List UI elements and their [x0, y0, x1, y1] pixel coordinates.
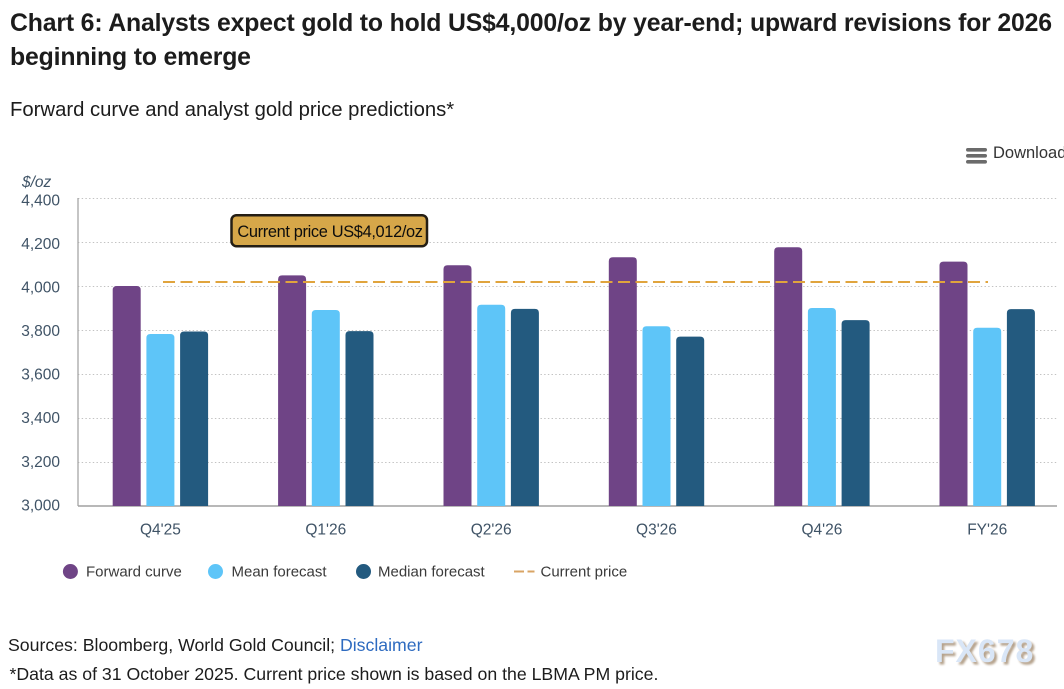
svg-text:3,800: 3,800 — [21, 323, 60, 340]
svg-text:$/oz: $/oz — [21, 174, 52, 191]
svg-text:Q2'26: Q2'26 — [471, 522, 512, 539]
svg-text:Q4'26: Q4'26 — [801, 522, 842, 539]
svg-text:Median forecast: Median forecast — [378, 564, 486, 581]
svg-text:Forward curve: Forward curve — [86, 564, 182, 581]
svg-text:3,600: 3,600 — [21, 367, 60, 384]
svg-text:FY'26: FY'26 — [967, 522, 1007, 539]
svg-text:Current price: Current price — [541, 564, 628, 581]
svg-text:Q3'26: Q3'26 — [636, 522, 677, 539]
svg-text:Q4'25: Q4'25 — [140, 522, 181, 539]
svg-text:3,000: 3,000 — [21, 497, 60, 514]
svg-text:4,000: 4,000 — [21, 280, 60, 297]
svg-text:Mean forecast: Mean forecast — [232, 564, 328, 581]
svg-text:4,400: 4,400 — [21, 192, 60, 209]
svg-text:3,200: 3,200 — [21, 454, 60, 471]
svg-text:4,200: 4,200 — [21, 236, 60, 253]
svg-text:Q1'26: Q1'26 — [305, 522, 346, 539]
svg-text:Current price US$4,012/oz: Current price US$4,012/oz — [237, 223, 422, 241]
svg-text:3,400: 3,400 — [21, 410, 60, 427]
